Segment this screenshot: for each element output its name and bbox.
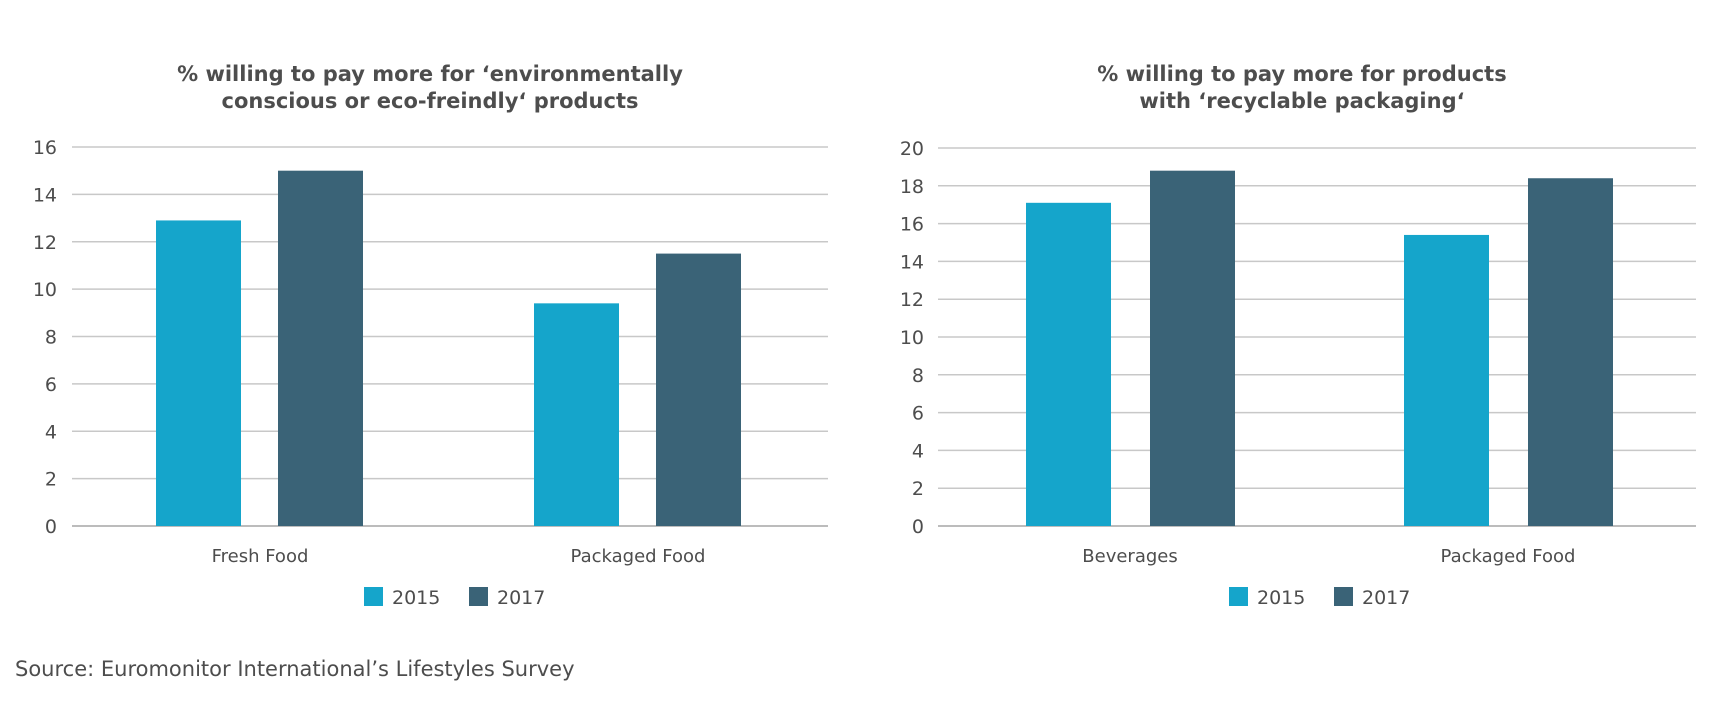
- chart-1: % willing to pay more for ‘environmental…: [33, 62, 828, 609]
- legend-swatch: [469, 587, 488, 606]
- x-category-label: Packaged Food: [571, 546, 706, 567]
- y-tick-label: 2: [912, 478, 924, 500]
- y-tick-label: 20: [900, 138, 924, 160]
- legend: 2015 2017: [1229, 587, 1410, 609]
- y-tick-label: 10: [33, 279, 57, 301]
- chart-title-line: % willing to pay more for products: [1097, 62, 1506, 86]
- y-tick-label: 8: [912, 365, 924, 387]
- legend-swatch: [1334, 587, 1353, 606]
- y-tick-label: 14: [33, 184, 57, 206]
- chart-title-line: % willing to pay more for ‘environmental…: [177, 62, 683, 86]
- bar-2015-packaged-food: [1404, 234, 1489, 526]
- y-tick-label: 0: [912, 516, 924, 538]
- x-category-label: Beverages: [1082, 546, 1177, 567]
- legend-swatch: [1229, 587, 1248, 606]
- bar-2015-beverages: [1026, 202, 1111, 526]
- bar-2017-fresh-food: [278, 170, 363, 526]
- y-tick-label: 12: [900, 289, 924, 311]
- y-tick-label: 0: [45, 516, 57, 538]
- y-tick-label: 6: [912, 403, 924, 425]
- y-tick-label: 2: [45, 469, 57, 491]
- legend-label: 2017: [1362, 587, 1410, 609]
- x-category-label: Packaged Food: [1441, 546, 1576, 567]
- y-tick-label: 16: [900, 214, 924, 236]
- source-note: Source: Euromonitor International’s Life…: [15, 657, 575, 681]
- bar-2017-packaged-food: [656, 253, 741, 526]
- chart-title-line: conscious or eco-freindly‘ products: [222, 89, 639, 113]
- bar-2015-fresh-food: [156, 220, 241, 526]
- legend: 2015 2017: [364, 587, 545, 609]
- legend-label: 2015: [1257, 587, 1305, 609]
- y-tick-label: 14: [900, 251, 924, 273]
- y-tick-label: 4: [912, 440, 924, 462]
- legend-label: 2017: [497, 587, 545, 609]
- y-tick-label: 12: [33, 232, 57, 254]
- y-tick-label: 8: [45, 327, 57, 349]
- legend-label: 2015: [392, 587, 440, 609]
- y-tick-label: 16: [33, 137, 57, 159]
- bar-2017-beverages: [1150, 170, 1235, 526]
- bar-2015-packaged-food: [534, 303, 619, 526]
- chart-2: % willing to pay more for products with ‘…: [900, 62, 1696, 609]
- legend-swatch: [364, 587, 383, 606]
- y-tick-label: 18: [900, 176, 924, 198]
- y-tick-label: 4: [45, 421, 57, 443]
- charts-canvas: % willing to pay more for ‘environmental…: [33, 62, 1696, 609]
- y-tick-label: 6: [45, 374, 57, 396]
- x-category-label: Fresh Food: [212, 546, 309, 567]
- bar-2017-packaged-food: [1528, 178, 1613, 527]
- y-tick-label: 10: [900, 327, 924, 349]
- chart-title-line: with ‘recyclable packaging‘: [1139, 89, 1464, 113]
